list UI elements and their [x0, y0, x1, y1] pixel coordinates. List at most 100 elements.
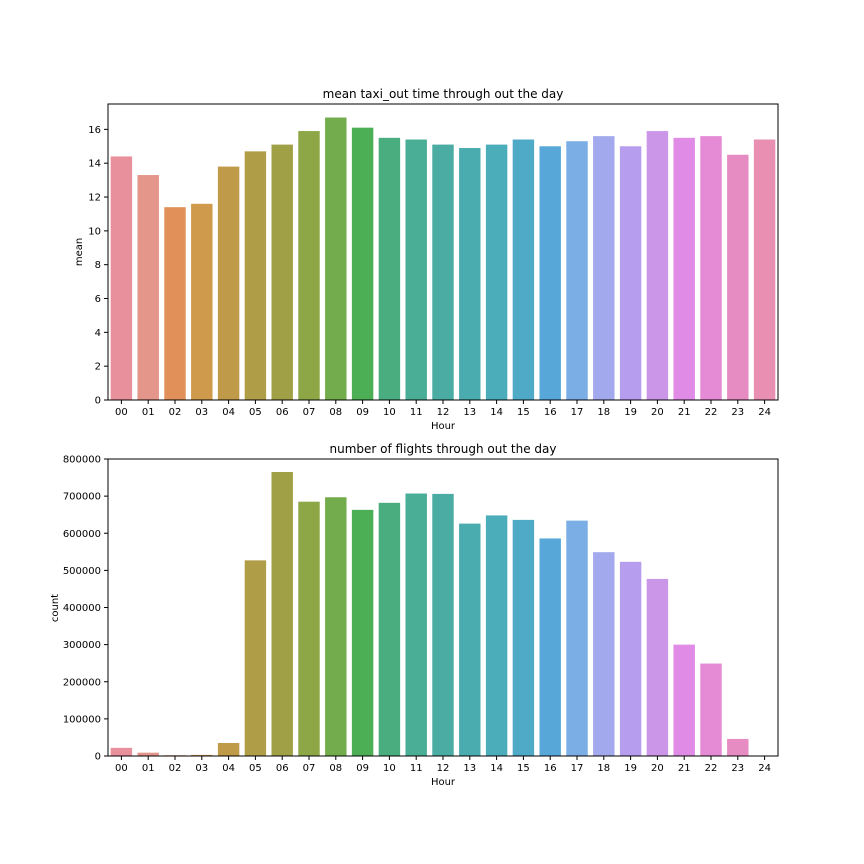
- x-tick-label: 17: [571, 407, 584, 418]
- y-axis-label: count: [50, 594, 61, 622]
- y-tick-label: 2: [95, 362, 101, 373]
- bar-22: [700, 136, 722, 400]
- y-tick-label: 6: [95, 294, 101, 305]
- bar-21: [673, 137, 695, 400]
- x-tick-label: 05: [249, 763, 262, 774]
- x-tick-label: 00: [115, 763, 128, 774]
- bar-11: [405, 493, 427, 756]
- x-tick-label: 03: [195, 407, 208, 418]
- bar-12: [432, 144, 454, 400]
- bar-00: [110, 156, 133, 400]
- bar-19: [619, 561, 642, 756]
- x-tick-label: 11: [410, 407, 423, 418]
- y-tick-label: 0: [95, 752, 101, 763]
- x-tick-label: 19: [624, 407, 637, 418]
- bar-06: [271, 471, 293, 756]
- x-tick-label: 14: [490, 763, 503, 774]
- x-tick-label: 06: [276, 407, 289, 418]
- x-tick-label: 18: [597, 763, 610, 774]
- x-tick-label: 18: [597, 407, 610, 418]
- x-tick-label: 12: [437, 407, 450, 418]
- x-tick-label: 22: [705, 763, 718, 774]
- x-tick-label: 11: [410, 763, 423, 774]
- x-tick-label: 07: [303, 407, 316, 418]
- chart-title: mean taxi_out time through out the day: [323, 87, 564, 101]
- bar-01: [137, 752, 159, 756]
- y-tick-label: 500000: [63, 566, 101, 577]
- y-tick-label: 600000: [63, 529, 101, 540]
- bar-03: [191, 203, 213, 400]
- x-tick-label: 13: [463, 763, 476, 774]
- bar-16: [539, 538, 561, 756]
- x-tick-label: 20: [651, 407, 664, 418]
- bar-07: [298, 131, 320, 400]
- y-tick-label: 4: [95, 328, 101, 339]
- bar-09: [351, 509, 374, 756]
- x-tick-label: 20: [651, 763, 664, 774]
- bar-04: [217, 743, 240, 756]
- y-tick-label: 700000: [63, 492, 101, 503]
- bar-23: [727, 154, 749, 400]
- flight-count-chart: number of flights through out the day 01…: [50, 442, 779, 788]
- bar-06: [271, 144, 293, 400]
- x-tick-label: 01: [142, 763, 155, 774]
- x-tick-label: 17: [571, 763, 584, 774]
- bar-15: [512, 139, 535, 400]
- x-axis-label: Hour: [431, 777, 456, 788]
- y-axis-label: mean: [74, 238, 85, 266]
- x-tick-label: 13: [463, 407, 476, 418]
- y-tick-label: 0: [95, 396, 101, 407]
- bar-03: [191, 754, 213, 756]
- x-tick-label: 07: [303, 763, 316, 774]
- bar-21: [673, 644, 695, 757]
- x-tick-label: 14: [490, 407, 503, 418]
- x-tick-label: 04: [222, 407, 235, 418]
- bar-07: [298, 501, 320, 756]
- y-tick-label: 14: [88, 159, 101, 170]
- mean-taxi-out-chart: mean taxi_out time through out the day 0…: [74, 87, 779, 432]
- x-tick-label: 09: [356, 763, 369, 774]
- x-tick-label: 23: [731, 763, 744, 774]
- bar-14: [485, 144, 508, 400]
- x-tick-label: 02: [169, 763, 182, 774]
- bar-16: [539, 146, 561, 400]
- bar-17: [566, 141, 588, 400]
- plot-frame: [107, 458, 779, 757]
- bar-05: [244, 151, 267, 400]
- x-tick-label: 04: [222, 763, 235, 774]
- bar-14: [485, 515, 508, 756]
- y-tick-label: 12: [88, 193, 101, 204]
- x-tick-label: 24: [758, 763, 771, 774]
- plot-frame: [107, 103, 779, 401]
- x-tick-label: 15: [517, 763, 530, 774]
- bar-05: [244, 560, 267, 756]
- bar-18: [593, 552, 615, 756]
- bar-18: [593, 136, 615, 400]
- bar-23: [727, 738, 749, 756]
- x-tick-label: 06: [276, 763, 289, 774]
- bar-08: [325, 117, 347, 400]
- bar-19: [619, 146, 642, 400]
- bar-10: [378, 137, 401, 400]
- x-tick-label: 00: [115, 407, 128, 418]
- y-axis-ticks: 0 100000 200000 300000 400000 500000 600000 700…: [63, 455, 108, 763]
- x-tick-label: 12: [437, 763, 450, 774]
- x-axis-ticks: 00 01 02 03 04 05 06 07 08 09 10 11 12 13 14 15 16 17 18 19…: [115, 756, 771, 774]
- x-tick-label: 16: [544, 407, 557, 418]
- x-tick-label: 10: [383, 407, 396, 418]
- bars: [110, 117, 776, 401]
- bar-11: [405, 139, 427, 400]
- x-tick-label: 22: [705, 407, 718, 418]
- x-axis-label: Hour: [431, 421, 456, 432]
- y-tick-label: 10: [88, 226, 101, 237]
- chart-title: number of flights through out the day: [330, 442, 557, 456]
- x-tick-label: 15: [517, 407, 530, 418]
- bar-20: [646, 131, 669, 400]
- bar-08: [325, 497, 347, 756]
- y-axis-ticks: 0 2 4 6 8 10 12 14 16: [88, 125, 108, 407]
- x-tick-label: 09: [356, 407, 369, 418]
- bar-15: [512, 519, 535, 756]
- bar-09: [351, 127, 374, 401]
- x-tick-label: 21: [678, 763, 691, 774]
- y-tick-label: 300000: [63, 640, 101, 651]
